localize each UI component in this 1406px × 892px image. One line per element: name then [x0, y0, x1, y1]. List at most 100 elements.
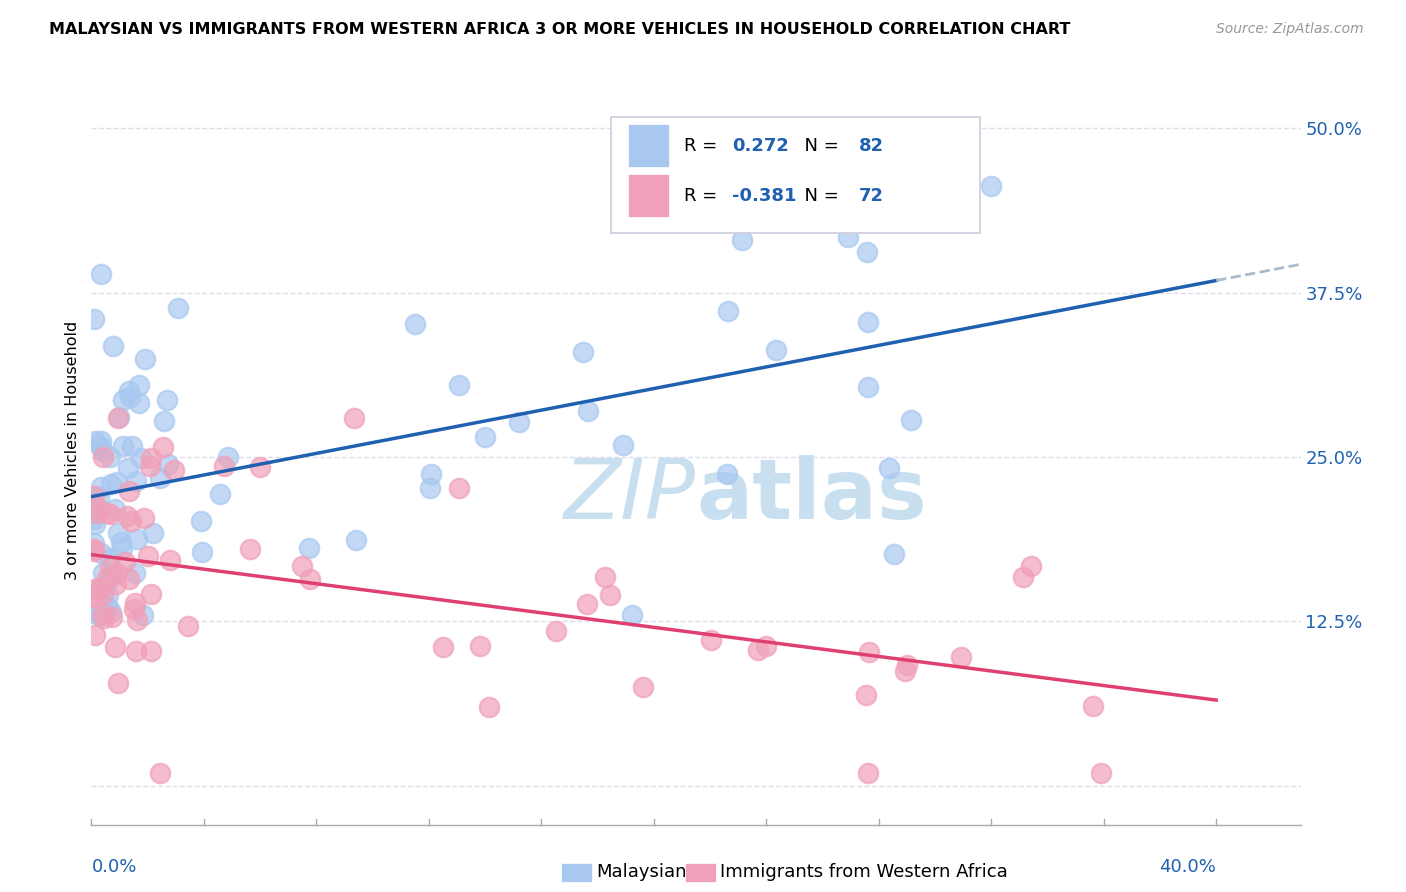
Point [91, 444, 114, 458]
Point [121, 439, 143, 453]
Point [156, 392, 179, 407]
Point [298, 572, 321, 586]
Point [83, 536, 105, 550]
Point [107, 410, 129, 425]
Point [239, 542, 262, 557]
Point [599, 588, 621, 602]
Point [84, 506, 107, 520]
Point [118, 391, 141, 405]
Point [101, 339, 124, 353]
Point [156, 457, 179, 471]
Point [139, 586, 162, 600]
Point [91, 450, 114, 464]
Point [104, 501, 127, 516]
Point [107, 566, 129, 581]
Point [136, 549, 159, 564]
Point [84, 628, 107, 642]
Point [153, 414, 176, 428]
Text: 40.0%: 40.0% [1160, 858, 1216, 876]
Point [120, 514, 142, 528]
Point [132, 607, 155, 622]
Point [125, 644, 148, 658]
Point [87, 490, 110, 504]
Point [159, 553, 181, 567]
Point [97, 588, 120, 602]
Point [142, 525, 165, 540]
Point [298, 541, 321, 556]
Point [90, 607, 112, 622]
Point [765, 343, 787, 357]
Text: atlas: atlas [696, 455, 927, 536]
Point [755, 639, 778, 653]
Point [107, 410, 129, 425]
Point [122, 602, 145, 616]
Text: N =: N = [793, 186, 844, 205]
Point [344, 533, 367, 547]
Point [84, 591, 107, 605]
Point [291, 558, 314, 573]
Point [855, 244, 877, 259]
Point [858, 644, 880, 658]
Point [900, 413, 922, 427]
Point [100, 476, 122, 491]
Point [100, 610, 122, 624]
Point [163, 463, 186, 477]
Point [111, 392, 134, 407]
Text: R =: R = [683, 186, 723, 205]
Point [83, 489, 105, 503]
Point [208, 487, 231, 501]
Point [83, 543, 105, 558]
Point [167, 301, 190, 315]
Point [125, 474, 148, 488]
Point [217, 450, 239, 465]
Text: 0.0%: 0.0% [91, 858, 136, 876]
Point [139, 458, 162, 473]
Point [837, 230, 859, 244]
Point [125, 613, 148, 627]
Point [117, 508, 139, 523]
Point [612, 438, 634, 452]
Point [83, 512, 105, 526]
Point [747, 643, 769, 657]
Point [83, 582, 105, 596]
Text: Immigrants from Western Africa: Immigrants from Western Africa [720, 863, 1008, 881]
Point [141, 451, 163, 466]
Point [107, 675, 129, 690]
Point [214, 459, 236, 474]
Point [83, 312, 105, 326]
Point [576, 597, 599, 611]
Point [105, 475, 128, 490]
Point [249, 460, 271, 475]
Point [98, 507, 121, 521]
Point [699, 632, 721, 647]
Point [1012, 570, 1035, 584]
Point [190, 545, 212, 559]
Point [128, 377, 150, 392]
Point [856, 380, 879, 394]
Point [118, 572, 141, 586]
Point [118, 483, 141, 498]
Point [100, 569, 122, 583]
Point [111, 541, 134, 556]
Point [950, 650, 973, 665]
Point [633, 680, 655, 694]
Point [731, 234, 754, 248]
Text: ZIP: ZIP [564, 455, 696, 536]
Point [91, 566, 114, 580]
Point [894, 664, 917, 678]
Text: MALAYSIAN VS IMMIGRANTS FROM WESTERN AFRICA 3 OR MORE VEHICLES IN HOUSEHOLD CORR: MALAYSIAN VS IMMIGRANTS FROM WESTERN AFR… [49, 22, 1070, 37]
Text: 72: 72 [859, 186, 884, 205]
Point [855, 688, 877, 702]
Point [110, 535, 132, 549]
Point [90, 480, 112, 494]
Point [93, 607, 115, 622]
Point [98, 560, 121, 574]
Point [620, 607, 643, 622]
Point [100, 605, 122, 619]
Point [124, 566, 146, 580]
Point [980, 178, 1002, 193]
Text: N =: N = [793, 136, 844, 155]
Point [104, 577, 127, 591]
Point [124, 596, 146, 610]
Point [84, 516, 107, 531]
